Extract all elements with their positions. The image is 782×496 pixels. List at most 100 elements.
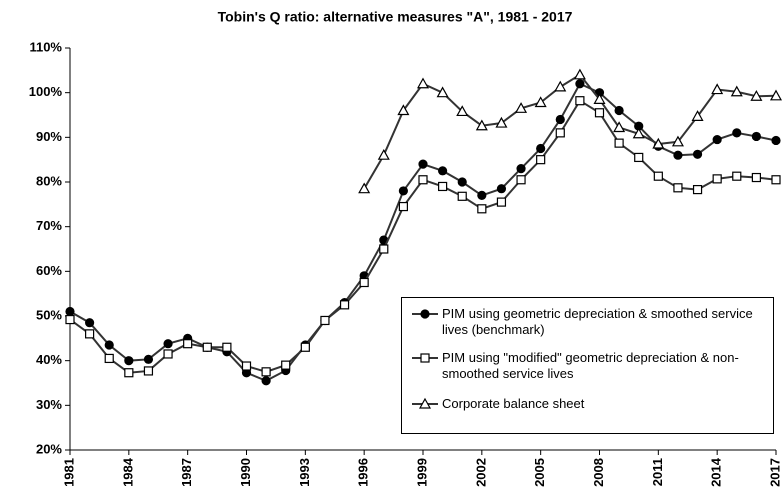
marker	[438, 166, 448, 176]
marker	[496, 184, 507, 194]
marker	[536, 143, 546, 154]
chart-title: Tobin's Q ratio: alternative measures "A…	[218, 9, 573, 25]
legend: PIM using geometric depreciation & smoot…	[401, 297, 774, 434]
marker	[652, 137, 665, 149]
marker	[398, 201, 408, 212]
marker	[477, 204, 487, 214]
marker	[438, 181, 448, 192]
marker	[691, 110, 704, 121]
marker	[554, 80, 567, 92]
marker	[632, 127, 645, 139]
marker	[575, 96, 585, 106]
marker	[418, 159, 428, 169]
marker	[104, 340, 114, 350]
marker	[771, 135, 781, 146]
marker	[418, 397, 432, 409]
legend-label: PIM using geometric depreciation & smoot…	[442, 306, 753, 337]
y-tick-label: 100%	[29, 84, 63, 99]
x-tick-label: 2008	[591, 458, 606, 487]
marker	[692, 149, 703, 159]
marker	[241, 361, 252, 371]
marker	[85, 329, 95, 339]
x-tick-label: 1990	[238, 458, 253, 487]
marker	[613, 121, 626, 133]
marker	[477, 190, 487, 200]
marker	[555, 128, 565, 138]
marker	[358, 182, 371, 194]
x-tick-label: 2005	[532, 458, 547, 487]
marker	[300, 342, 310, 352]
marker	[614, 138, 624, 148]
marker	[712, 134, 722, 145]
legend-icon	[412, 397, 438, 409]
x-tick-label: 2011	[650, 458, 665, 486]
marker	[515, 102, 528, 113]
marker	[614, 105, 624, 116]
x-tick-label: 1987	[179, 458, 194, 487]
marker	[416, 77, 430, 89]
marker	[712, 174, 722, 184]
marker	[730, 85, 743, 97]
marker	[456, 105, 469, 117]
marker	[732, 171, 742, 181]
y-tick-label: 90%	[36, 129, 62, 144]
x-tick-label: 2002	[473, 458, 488, 487]
marker	[692, 184, 703, 195]
x-tick-label: 1993	[297, 458, 312, 487]
x-tick-label: 1981	[61, 458, 76, 487]
y-tick-label: 80%	[36, 173, 62, 188]
y-tick-label: 70%	[36, 218, 62, 233]
marker	[516, 175, 526, 185]
marker	[634, 152, 644, 163]
marker	[653, 171, 663, 181]
marker	[475, 119, 488, 131]
marker	[769, 89, 782, 101]
marker	[732, 128, 742, 138]
marker	[420, 309, 430, 319]
marker	[671, 135, 684, 147]
marker	[555, 114, 565, 125]
marker	[534, 96, 547, 108]
marker	[457, 191, 467, 201]
marker	[143, 366, 154, 376]
marker	[163, 349, 173, 359]
marker	[457, 177, 467, 187]
y-tick-label: 60%	[36, 263, 62, 278]
y-tick-label: 50%	[36, 307, 62, 322]
x-tick-label: 2017	[767, 458, 782, 487]
marker	[85, 318, 95, 328]
legend-entry: PIM using "modified" geometric depreciat…	[410, 350, 760, 382]
marker	[536, 155, 546, 165]
marker	[65, 314, 75, 325]
marker	[771, 175, 781, 185]
marker	[320, 315, 330, 326]
marker	[418, 175, 428, 185]
legend-entry: Corporate balance sheet	[410, 396, 760, 412]
marker	[104, 353, 114, 364]
marker	[751, 131, 761, 142]
marker	[222, 342, 232, 352]
x-tick-label: 1984	[120, 457, 135, 487]
marker	[65, 306, 75, 317]
y-tick-label: 40%	[36, 352, 62, 367]
marker	[183, 339, 193, 349]
marker	[339, 300, 350, 310]
marker	[163, 339, 173, 349]
marker	[379, 244, 389, 254]
marker	[711, 83, 724, 95]
marker	[750, 90, 763, 101]
marker	[397, 104, 410, 116]
marker	[124, 356, 134, 366]
marker	[573, 68, 586, 80]
y-tick-label: 110%	[29, 39, 62, 54]
marker	[377, 148, 390, 160]
marker	[495, 116, 508, 128]
marker	[124, 368, 134, 378]
marker	[575, 79, 585, 89]
x-tick-label: 1996	[356, 458, 371, 487]
marker	[673, 150, 683, 160]
marker	[202, 342, 212, 352]
legend-icon	[412, 309, 438, 319]
